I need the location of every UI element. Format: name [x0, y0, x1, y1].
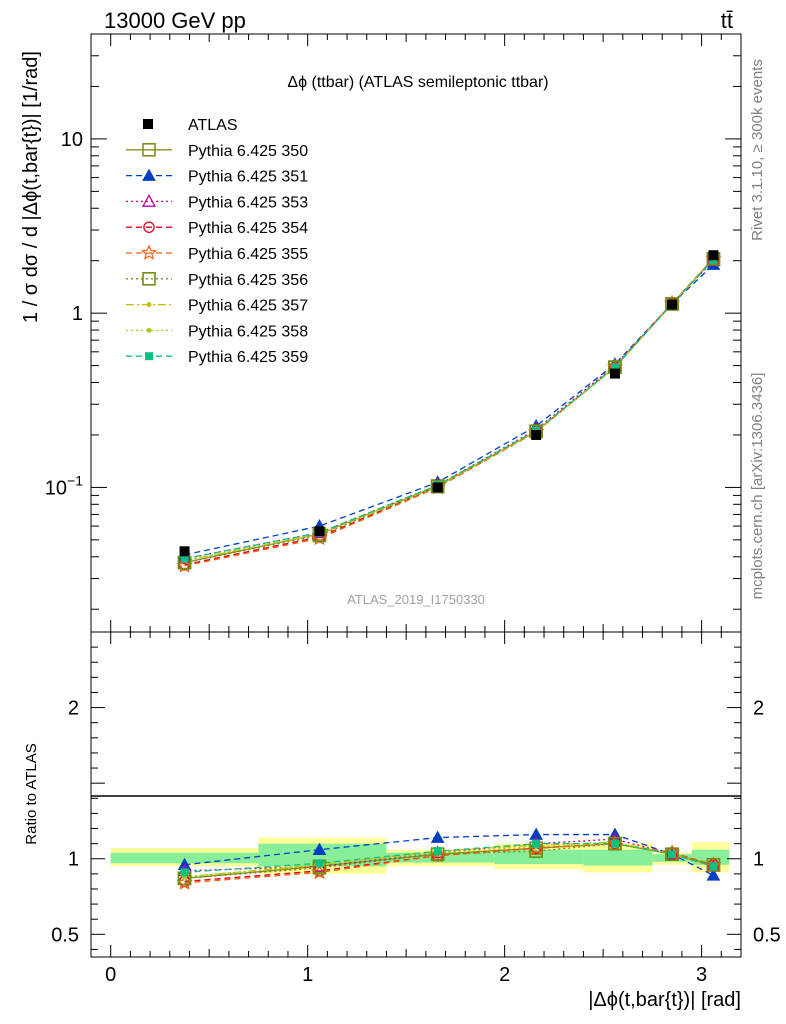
ratio-series-point [176, 874, 193, 890]
x-tick-label: 1 [302, 964, 313, 986]
legend-marker [142, 143, 156, 157]
x-axis-title: |Δϕ(t,bar{t})| [rad] [588, 989, 741, 1011]
atlas-data-point [432, 482, 443, 493]
ratio-series-point [532, 839, 541, 848]
energy-label: 13000 GeV pp [104, 8, 246, 33]
legend-label: Pythia 6.425 356 [188, 272, 308, 289]
ratio-y-tick-label: 2 [68, 698, 79, 720]
legend-marker [146, 302, 152, 308]
main-series-point [665, 297, 679, 311]
ratio-series-point [665, 847, 679, 862]
ratio-series-point [433, 847, 442, 856]
legend-label: Pythia 6.425 354 [188, 220, 308, 237]
ratio-series-point [610, 839, 619, 848]
ratio-series-point [430, 830, 445, 843]
ratio-series-point [529, 827, 544, 840]
atlas-data-point [531, 429, 542, 440]
main-panel: 10−1 1 10 [45, 33, 742, 632]
ratio-y-tick-label: 0.5 [51, 924, 79, 946]
legend-label: Pythia 6.425 351 [188, 169, 308, 186]
process-label: tt̄ [721, 8, 733, 33]
ratio-stat-uncertainty-band [583, 849, 653, 866]
ratio-series-point [709, 862, 718, 871]
x-tick-label: 0 [105, 964, 116, 986]
ratio-series-point [429, 847, 446, 863]
ratio-y-axis-title: Ratio to ATLAS [23, 743, 40, 844]
legend-label: Pythia 6.425 357 [188, 298, 308, 315]
ratio-series-point [668, 850, 677, 859]
ratio-series-point [311, 863, 328, 880]
rivet-version-label: Rivet 3.1.10, ≥ 300k events [749, 59, 766, 241]
ratio-series-point [312, 842, 327, 855]
legend-label: Pythia 6.425 350 [188, 143, 308, 160]
analysis-id: ATLAS_2019_I1750330 [347, 592, 485, 607]
legend-label: Pythia 6.425 353 [188, 194, 308, 211]
plot-title: Δϕ (ttbar) (ATLAS semileptonic ttbar) [287, 74, 548, 91]
main-series-point [430, 479, 445, 494]
ratio-series-point [706, 857, 721, 872]
ratio-y-tick-label-right: 0.5 [753, 924, 781, 946]
legend: ATLAS Pythia 6.425 350 Pythia 6.425 351 Pyt… [126, 117, 308, 366]
legend-marker [142, 168, 156, 181]
ratio-y-tick-label-right: 1 [753, 849, 764, 871]
x-tick-label: 3 [696, 964, 707, 986]
ratio-series-point [706, 868, 721, 881]
atlas-data-point [667, 299, 678, 310]
legend-label: Pythia 6.425 358 [188, 323, 308, 340]
main-y-axis-title: 1 / σ dσ / d |Δϕ(t,bar{t})| [1/rad] [20, 51, 42, 323]
main-y-tick-label: 1 [72, 303, 83, 325]
legend-marker [142, 271, 156, 286]
ratio-y-tick-label: 1 [68, 849, 79, 871]
ratio-panel: 0 1 2 3 0.5 0.5 1 1 2 2 [51, 632, 781, 986]
main-y-tick-label: 10 [61, 129, 83, 151]
main-y-tick-label: 10−1 [45, 472, 83, 499]
x-tick-label: 2 [499, 964, 510, 986]
legend-marker [141, 194, 157, 207]
atlas-data-point [179, 546, 190, 557]
legend-atlas-label: ATLAS [188, 117, 238, 134]
ratio-plot-frame [90, 631, 742, 958]
legend-atlas-marker [143, 119, 153, 129]
legend-marker [140, 244, 158, 260]
mcplots-credit-label: mcplots.cern.ch [arXiv:1306.3436] [749, 373, 766, 600]
ratio-series-point [315, 859, 324, 868]
ratio-series-point [180, 868, 189, 877]
ratio-series-point [608, 836, 622, 851]
legend-label: Pythia 6.425 359 [188, 349, 308, 366]
legend-marker [145, 352, 153, 361]
atlas-data-point [314, 526, 325, 537]
legend-label: Pythia 6.425 355 [188, 246, 308, 263]
legend-marker [143, 221, 155, 233]
ratio-y-tick-label-right: 2 [753, 698, 764, 720]
atlas-data-point [609, 368, 620, 379]
legend-marker [146, 327, 152, 333]
ratio-series-point [609, 837, 621, 850]
atlas-data-point [708, 250, 719, 261]
